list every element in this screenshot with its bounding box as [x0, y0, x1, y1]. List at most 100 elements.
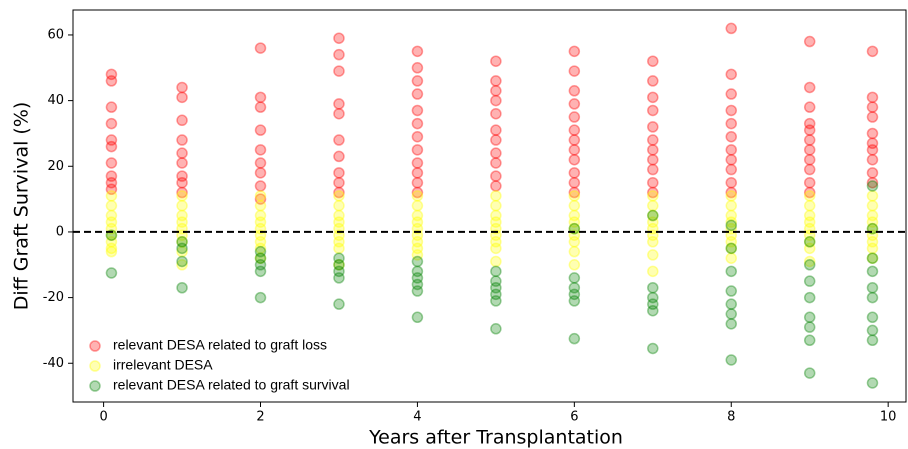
point: [105, 170, 118, 182]
point: [333, 176, 345, 189]
point: [254, 252, 267, 264]
point: [803, 35, 816, 48]
point: [176, 81, 188, 94]
point: [725, 216, 738, 228]
point: [411, 104, 424, 117]
point: [176, 281, 188, 294]
point: [568, 167, 581, 179]
x-tick-label: 4: [413, 410, 421, 425]
point: [105, 199, 118, 212]
point: [803, 176, 816, 189]
point: [490, 107, 502, 120]
point: [176, 259, 188, 271]
point: [105, 176, 118, 189]
point: [866, 252, 879, 264]
point: [725, 104, 738, 117]
point: [490, 265, 502, 278]
point: [803, 124, 816, 136]
point: [490, 255, 502, 268]
point: [866, 91, 879, 104]
point: [866, 216, 879, 228]
point: [725, 22, 738, 35]
point: [176, 147, 188, 159]
point: [490, 180, 502, 192]
point: [647, 281, 659, 294]
point: [647, 186, 659, 199]
point: [866, 242, 879, 255]
point: [490, 94, 502, 107]
point: [254, 167, 267, 179]
point: [647, 298, 659, 310]
point: [490, 242, 502, 255]
point: [647, 236, 659, 248]
point: [105, 157, 118, 169]
point: [803, 216, 816, 228]
point: [803, 275, 816, 287]
point: [803, 199, 816, 212]
x-tick-label: 2: [256, 410, 264, 425]
point: [725, 190, 738, 202]
point: [866, 127, 879, 140]
point: [411, 278, 424, 291]
point: [647, 104, 659, 117]
legend-label: relevant DESA related to graft survival: [113, 377, 350, 393]
point: [105, 245, 118, 258]
point: [647, 209, 659, 222]
x-tick-label: 8: [727, 410, 735, 425]
legend-marker: [89, 340, 101, 352]
point: [176, 255, 188, 268]
point: [411, 255, 424, 268]
point: [568, 144, 581, 156]
point: [803, 190, 816, 202]
point: [803, 236, 816, 248]
point: [725, 219, 738, 232]
point: [568, 281, 581, 294]
point: [411, 242, 424, 255]
point: [568, 190, 581, 202]
point: [866, 153, 879, 166]
point: [105, 101, 118, 113]
point: [725, 186, 738, 199]
point: [803, 144, 816, 156]
point: [105, 75, 118, 87]
point: [725, 144, 738, 156]
point: [725, 252, 738, 264]
point: [254, 291, 267, 304]
point: [333, 190, 345, 202]
point: [803, 101, 816, 113]
point: [725, 209, 738, 222]
legend-label: relevant DESA related to graft loss: [113, 337, 327, 353]
point: [866, 281, 879, 294]
point: [866, 199, 879, 212]
point: [490, 275, 502, 287]
point: [568, 332, 581, 345]
point: [411, 130, 424, 143]
point: [411, 311, 424, 324]
point: [803, 321, 816, 333]
point: [490, 236, 502, 248]
point: [176, 186, 188, 199]
point: [568, 176, 581, 189]
point: [333, 298, 345, 310]
point: [490, 124, 502, 136]
point: [105, 134, 118, 146]
y-tick-label: -20: [43, 290, 64, 305]
point: [254, 236, 267, 248]
point: [490, 55, 502, 67]
point: [411, 199, 424, 212]
point: [176, 134, 188, 146]
point: [647, 304, 659, 317]
point: [803, 367, 816, 379]
point: [490, 288, 502, 301]
point: [866, 190, 879, 202]
point: [647, 176, 659, 189]
point: [725, 236, 738, 248]
point: [176, 157, 188, 169]
point: [490, 216, 502, 228]
point: [254, 124, 267, 136]
point: [333, 236, 345, 248]
point: [490, 85, 502, 97]
point: [647, 153, 659, 166]
point: [333, 272, 345, 284]
